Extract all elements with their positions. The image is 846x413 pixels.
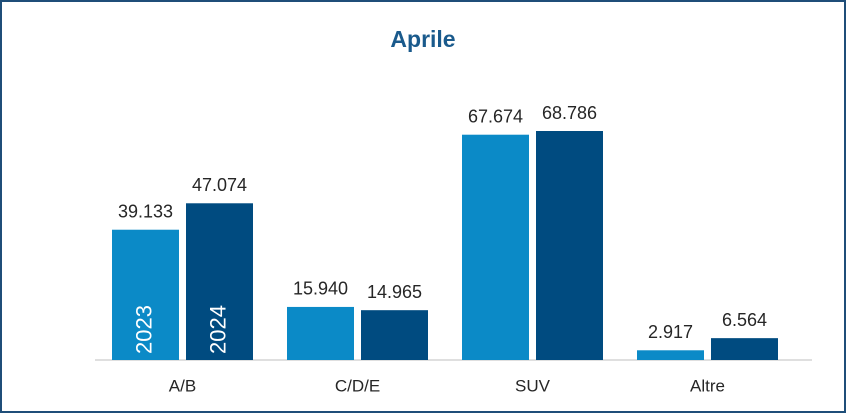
data-label: 67.674 [468, 106, 523, 126]
bar [361, 310, 428, 360]
bar [186, 203, 253, 360]
data-label: 2.917 [648, 322, 693, 342]
data-label: 14.965 [367, 282, 422, 302]
bar [462, 134, 529, 360]
x-tick-label: Altre [690, 376, 725, 395]
x-tick-label: C/D/E [335, 376, 380, 395]
data-label: 68.786 [542, 103, 597, 123]
bar [637, 350, 704, 360]
legend-label: 2023 [131, 305, 156, 354]
data-label: 15.940 [293, 279, 348, 299]
data-label: 47.074 [192, 175, 247, 195]
bar [536, 131, 603, 360]
data-label: 6.564 [722, 310, 767, 330]
bar [711, 338, 778, 360]
data-label: 39.133 [118, 201, 173, 221]
chart-title: Aprile [390, 26, 455, 52]
x-tick-label: SUV [515, 376, 551, 395]
bar [287, 306, 354, 360]
x-tick-label: A/B [169, 376, 196, 395]
legend-label: 2024 [205, 305, 230, 354]
bar [112, 229, 179, 360]
